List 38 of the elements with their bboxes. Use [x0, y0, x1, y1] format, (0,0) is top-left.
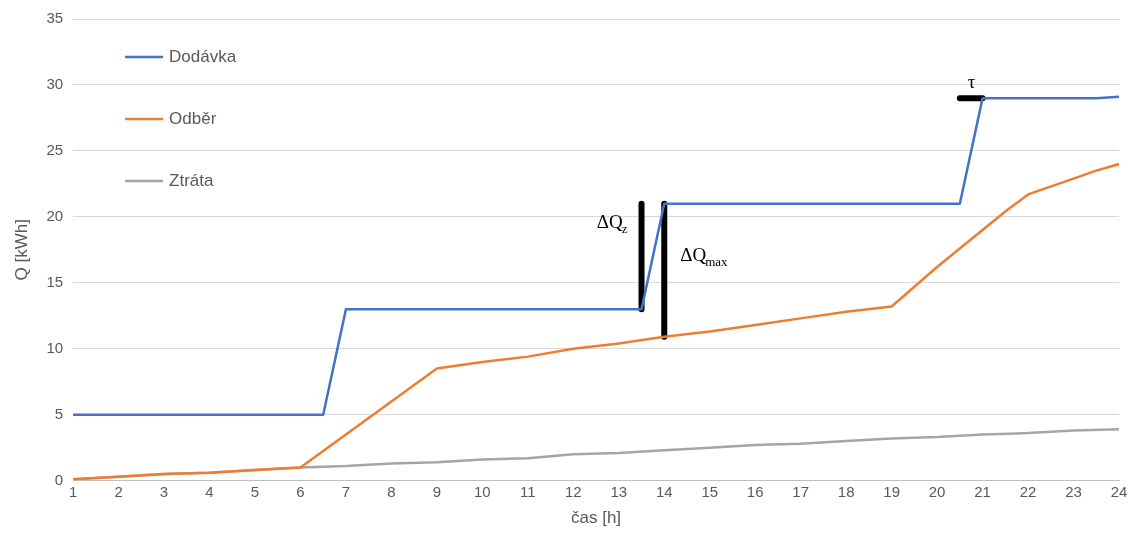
- x-tick-label: 17: [792, 482, 810, 500]
- x-tick-label: 19: [883, 482, 900, 500]
- x-tick-label: 23: [1065, 482, 1082, 500]
- x-tick-label: 18: [837, 482, 855, 500]
- x-tick-label: 3: [159, 482, 169, 500]
- y-tick-label: 25: [46, 141, 64, 159]
- x-tick-label: 21: [974, 482, 991, 500]
- x-tick-label: 14: [655, 482, 673, 500]
- x-tick-label: 2: [114, 482, 123, 500]
- y-tick-label: 20: [46, 206, 64, 224]
- x-tick-label: 6: [296, 482, 305, 500]
- x-tick-label: 1: [68, 482, 78, 500]
- x-tick-label: 24: [1110, 482, 1128, 500]
- x-tick-label: 15: [701, 482, 719, 500]
- x-tick-label: 4: [205, 482, 214, 500]
- x-tick-label: 8: [387, 482, 396, 500]
- y-tick-label: 30: [46, 75, 64, 93]
- legend-label: Ztráta: [169, 170, 215, 190]
- y-tick-label: 10: [46, 338, 64, 356]
- legend-label: Dodávka: [169, 46, 237, 66]
- x-tick-label: 7: [341, 482, 351, 500]
- legend-label: Odběr: [169, 108, 217, 128]
- x-tick-label: 10: [474, 482, 491, 500]
- x-tick-label: 16: [746, 482, 764, 500]
- x-tick-label: 5: [250, 482, 260, 500]
- x-tick-label: 9: [432, 482, 442, 500]
- x-axis-title: čas [h]: [571, 508, 622, 528]
- x-tick-label: 12: [564, 482, 582, 500]
- y-tick-label: 15: [46, 272, 64, 290]
- y-tick-label: 0: [54, 470, 64, 488]
- x-tick-label: 22: [1019, 482, 1037, 500]
- x-tick-label: 13: [610, 482, 628, 500]
- y-tick-label: 35: [46, 9, 64, 27]
- annotation: τ: [967, 71, 976, 93]
- y-axis-title: Q [kWh]: [11, 219, 31, 281]
- x-tick-label: 11: [520, 482, 536, 500]
- y-tick-label: 5: [54, 404, 64, 422]
- x-tick-label: 20: [928, 482, 946, 500]
